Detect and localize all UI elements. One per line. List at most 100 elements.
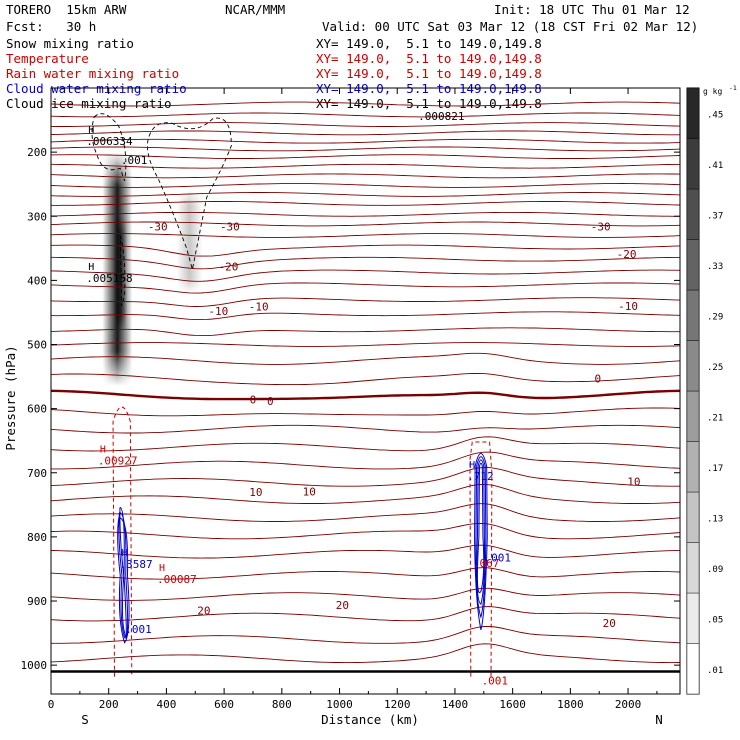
temperature-label: -30: [220, 221, 240, 234]
isotherm: [50, 163, 680, 169]
valid-time: Valid: 00 UTC Sat 03 Mar 12 (18 CST Fri …: [322, 19, 699, 34]
plot-frame: [50, 87, 681, 695]
axes: 0 200 400 600 800 1000 1200 1400 1600 1800 2000200…: [21, 88, 680, 711]
colorbar-swatch: [686, 289, 700, 341]
extremum-label: .067: [473, 557, 500, 570]
colorbar-swatch: [686, 390, 700, 442]
temperature-label: 10: [627, 476, 640, 489]
rain-contour-left: [112, 406, 133, 677]
cloud-water-contour-left: [117, 517, 130, 644]
model-title: TORERO 15km ARW: [6, 2, 127, 17]
colorbar-swatch: [686, 138, 700, 190]
isotherm: [50, 282, 681, 294]
isotherm: [50, 192, 681, 197]
x-tick-label: 200: [99, 698, 119, 711]
isotherm: [50, 467, 680, 487]
isotherm: [51, 451, 681, 470]
isotherm: [50, 138, 681, 144]
isotherm: [51, 626, 681, 644]
temperature-label: -20: [219, 260, 239, 273]
y-tick-label: 800: [27, 531, 47, 544]
colorbar-swatch: [686, 340, 700, 392]
legend-field-rain: Rain water mixing ratio: [6, 66, 180, 81]
x-tick-label: 1400: [442, 698, 469, 711]
init-time: Init: 18 UTC Thu 01 Mar 12: [494, 2, 690, 17]
extremum-marker: H: [469, 460, 475, 471]
colorbar-label: .09: [707, 565, 723, 575]
legend-field-temperature: Temperature: [6, 51, 89, 66]
y-tick-label: 300: [27, 210, 47, 223]
colorbar-label: .45: [707, 110, 723, 120]
isotherm: [50, 436, 681, 452]
cloud-water-contour-right: [474, 453, 488, 631]
legend-xy-rain: XY= 149.0, 5.1 to 149.0,149.8: [316, 66, 542, 81]
y-tick-label: 900: [27, 595, 47, 608]
y-tick-label: 700: [27, 467, 47, 480]
temperature-label: -30: [591, 221, 611, 234]
isotherm: [50, 130, 680, 136]
extremum-label: .001: [482, 675, 509, 688]
temperature-label: 20: [197, 605, 210, 618]
isotherm: [50, 327, 680, 337]
colorbar-unit-exponent: -1: [729, 84, 737, 92]
colorbar-label: .01: [707, 666, 723, 676]
isotherm: [50, 606, 681, 622]
extremum-label: .005158: [86, 272, 132, 285]
isotherm: [50, 173, 681, 179]
colorbar-swatch: [686, 542, 700, 594]
extremum-label: .001: [121, 154, 148, 167]
colorbar-label: .05: [707, 615, 723, 625]
extremum-label: .001: [125, 623, 152, 636]
temperature-label: 20: [336, 599, 349, 612]
isotherm: [51, 244, 681, 257]
colorbar: g kg -1 .01 .05 .09 .13 .17 .21 .25 .29 .33 .37 .4…: [686, 84, 737, 695]
snow-shade-column: [113, 216, 128, 332]
extremum-label: .3587: [119, 558, 152, 571]
ice-contour-upper-left: [91, 113, 127, 182]
north-end-label: N: [655, 712, 663, 727]
isotherm: [50, 154, 681, 159]
isotherm: [50, 146, 681, 152]
cloud-water-contour-left: [118, 512, 129, 639]
temperature-label: -10: [618, 300, 638, 313]
x-tick-label: 400: [156, 698, 176, 711]
y-tick-label: 600: [27, 403, 47, 416]
cloud-water-contour-right: [476, 459, 486, 605]
legend-xy-temperature: XY= 149.0, 5.1 to 149.0,149.8: [316, 51, 542, 66]
x-tick-label: 1800: [557, 698, 584, 711]
extremum-label: .00087: [157, 573, 197, 586]
isotherm: [50, 233, 681, 238]
extremum-marker: H: [88, 125, 94, 136]
extremum-marker: H: [100, 445, 106, 456]
isotherm: [50, 424, 681, 434]
legend-xy-snow: XY= 149.0, 5.1 to 149.0,149.8: [316, 36, 542, 51]
extremum-label: .006334: [86, 135, 133, 148]
colorbar-label: .13: [707, 514, 723, 524]
colorbar-label: .33: [707, 262, 723, 272]
isotherm: [50, 483, 681, 504]
isotherm: [50, 256, 680, 270]
x-tick-label: 2000: [615, 698, 642, 711]
isotherm: [50, 522, 681, 540]
rain-contour-right: [469, 441, 493, 677]
temperature-label: 20: [603, 617, 616, 630]
colorbar-swatch: [686, 491, 700, 543]
extremum-label: .00927: [98, 455, 138, 468]
isotherm: [50, 544, 681, 559]
ice-contour-center: [147, 117, 232, 270]
colorbar-swatch: [686, 239, 700, 291]
colorbar-label: .29: [707, 312, 723, 322]
snow-shading: [102, 152, 203, 387]
isotherm: [50, 112, 681, 118]
cloud-water-contour-right: [475, 456, 487, 619]
y-tick-label: 200: [27, 146, 47, 159]
isotherm: [50, 352, 681, 365]
temperature-label: -10: [249, 301, 269, 314]
extremum-marker: H: [159, 563, 165, 574]
isotherm: [50, 201, 681, 206]
isotherm: [50, 297, 681, 307]
snow-shade-column: [176, 190, 203, 294]
organization-label: NCAR/MMM: [225, 2, 286, 17]
